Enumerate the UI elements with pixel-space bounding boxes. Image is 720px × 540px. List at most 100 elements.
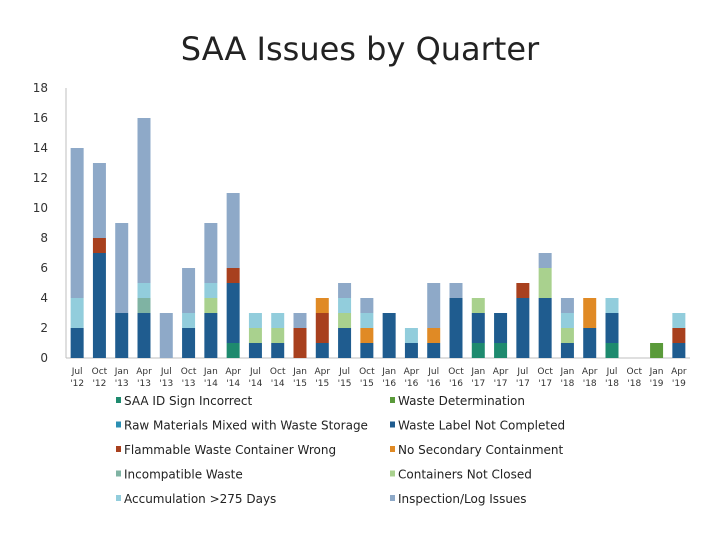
legend-swatch [116,495,121,501]
bar-segment [204,313,218,358]
x-tick-year: '19 [672,379,686,389]
x-tick-label: Apr '14 [225,367,241,389]
x-tick-month: Jan [114,367,129,377]
x-tick-year: '13 [137,379,151,389]
x-tick-label: Jul '14 [248,367,262,389]
x-tick-month: Oct [270,367,286,377]
bar-segment [70,298,84,328]
bar-segment [404,343,418,358]
x-tick-year: '15 [315,379,329,389]
legend-label: Accumulation >275 Days [124,492,276,506]
x-tick-label: Oct '14 [270,367,286,389]
legend-swatch [116,397,121,403]
x-tick-label: Apr '16 [404,367,420,389]
bar-segment [293,313,307,328]
y-tick-label: 0 [40,351,48,365]
bar-segment [182,328,196,358]
bar-segment [560,298,574,313]
y-tick-label: 18 [33,81,48,95]
x-tick-month: Oct [448,367,464,377]
chart-title: SAA Issues by Quarter [181,30,540,68]
legend-swatch [116,470,121,477]
legend-swatch [116,421,121,428]
bar-segment [315,313,329,343]
x-tick-month: Oct [181,367,197,377]
x-tick-label: Oct '13 [181,367,197,389]
x-tick-year: '17 [538,379,552,389]
x-tick-label: Oct '18 [627,367,643,389]
bar-segment [204,223,218,283]
y-tick-label: 2 [40,321,48,335]
bar-segment [427,343,441,358]
x-tick-label: Apr '13 [136,367,152,389]
x-tick-label: Apr '19 [671,367,687,389]
bar-segment [182,313,196,328]
legend-label: SAA ID Sign Incorrect [124,394,252,408]
legend-label: Raw Materials Mixed with Waste Storage [124,419,368,433]
legend-swatch [390,495,395,501]
y-tick-label: 6 [40,261,48,275]
bar-segment [204,283,218,298]
x-tick-month: Oct [359,367,375,377]
x-tick-month: Jan [292,367,307,377]
bar-segment [360,343,374,358]
bar-segment [248,328,262,343]
y-tick-label: 10 [33,201,48,215]
x-tick-month: Jul [606,367,618,377]
x-tick-year: '18 [583,379,597,389]
x-tick-year: '13 [182,379,196,389]
bar-segment [471,313,485,343]
bar-segment [137,283,151,298]
x-tick-label: Oct '15 [359,367,375,389]
x-tick-label: Oct '16 [448,367,464,389]
legend-swatch [390,421,395,428]
bar-segment [672,313,686,328]
bars [70,118,686,358]
x-tick-year: '13 [115,379,129,389]
bar-segment [338,328,352,358]
x-tick-year: '16 [427,379,441,389]
x-tick-month: Jul [338,367,350,377]
bar-segment [494,343,508,358]
bar-segment [293,328,307,358]
x-tick-label: Jan '14 [203,367,218,389]
bar-segment [404,328,418,343]
x-tick-label: Jul '13 [159,367,173,389]
x-tick-label: Jan '15 [292,367,307,389]
x-tick-year: '15 [360,379,374,389]
x-tick-year: '17 [471,379,485,389]
x-tick-label: Jul '18 [605,367,619,389]
bar-segment [538,298,552,358]
bar-segment [360,328,374,343]
bar-segment [605,343,619,358]
x-tick-month: Apr [314,367,330,377]
bar-segment [271,313,285,328]
bar-segment [471,298,485,313]
legend-label: Incompatible Waste [124,468,243,482]
bar-segment [137,298,151,313]
bar-segment [672,328,686,343]
bar-segment [70,148,84,298]
legend-label: Containers Not Closed [398,468,532,482]
x-tick-month: Jul [427,367,439,377]
x-tick-year: '12 [92,379,106,389]
x-tick-month: Apr [582,367,598,377]
x-tick-label: Oct '12 [92,367,108,389]
bar-segment [92,253,106,358]
bar-segment [560,313,574,328]
legend: SAA ID Sign Incorrect Waste Determination… [116,394,565,506]
x-tick-month: Jul [71,367,83,377]
bar-segment [92,238,106,253]
bar-segment [338,298,352,313]
bar-segment [338,283,352,298]
legend-swatch [390,446,395,452]
x-tick-year: '19 [650,379,664,389]
bar-segment [115,223,129,313]
bar-segment [315,298,329,313]
x-tick-month: Apr [136,367,152,377]
x-tick-label: Jan '18 [559,367,574,389]
x-tick-year: '16 [404,379,418,389]
bar-segment [538,268,552,298]
x-tick-month: Jan [649,367,664,377]
bar-segment [271,328,285,343]
